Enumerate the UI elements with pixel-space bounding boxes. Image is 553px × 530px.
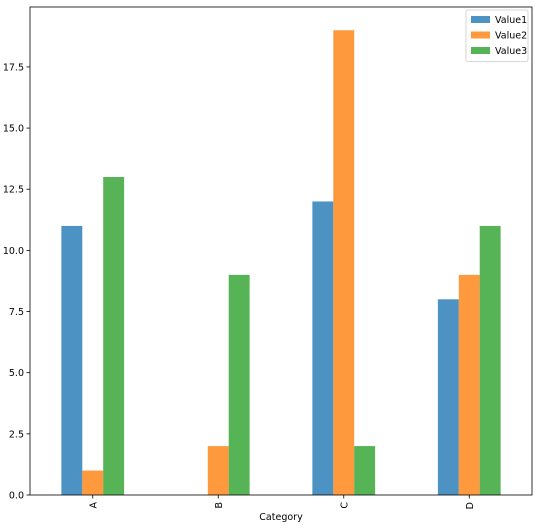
bar-d-value3: [479, 225, 501, 496]
legend-label-value3: Value3: [495, 46, 527, 57]
bar-b-value3: [228, 274, 250, 495]
y-tick-label: 5.0: [9, 368, 24, 379]
bar-c-value1: [312, 201, 334, 495]
y-axis-ticks: 0.0 2.5 5.0 7.5 10.0 12.5 15.0 17.5: [3, 62, 30, 502]
x-tick-label-b: B: [214, 502, 225, 509]
bar-a-value2: [82, 470, 104, 495]
y-tick-label: 15.0: [3, 124, 24, 135]
bar-c-value2: [333, 30, 355, 495]
bar-d-value1: [437, 299, 459, 495]
bar-c-value3: [354, 446, 376, 495]
legend-swatch-value1: [471, 16, 490, 23]
bar-b-value2: [207, 446, 229, 495]
legend-swatch-value2: [471, 31, 490, 39]
y-tick-label: 12.5: [3, 185, 24, 196]
bar-d-value2: [458, 274, 480, 495]
y-tick-label: 10.0: [3, 246, 24, 257]
x-axis-ticks: A B C D: [88, 495, 476, 509]
plot-frame: [29, 6, 533, 496]
y-tick-label: 2.5: [9, 429, 24, 440]
bars-group: [61, 30, 501, 496]
bar-a-value3: [103, 177, 125, 495]
x-tick-label-d: D: [465, 502, 476, 509]
legend-label-value2: Value2: [495, 31, 527, 42]
x-tick-label-c: C: [339, 502, 350, 509]
bar-a-value1: [61, 225, 83, 496]
legend-swatch-value3: [471, 47, 490, 54]
legend-label-value1: Value1: [495, 15, 527, 26]
legend: Value1 Value2 Value3: [465, 9, 529, 62]
y-tick-label: 17.5: [3, 62, 24, 73]
x-tick-label-a: A: [88, 502, 99, 509]
x-axis-label: Category: [259, 512, 303, 523]
y-tick-label: 0.0: [9, 491, 24, 502]
y-tick-label: 7.5: [9, 307, 24, 318]
